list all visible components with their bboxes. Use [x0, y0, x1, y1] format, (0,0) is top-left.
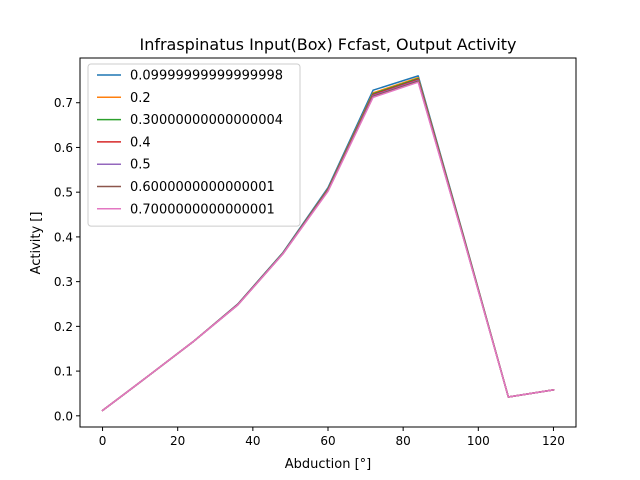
x-tick-label: 120 [542, 434, 565, 448]
y-tick-label: 0.0 [54, 409, 73, 423]
x-tick-label: 20 [170, 434, 185, 448]
y-axis-label: Activity [] [29, 212, 44, 275]
x-tick-label: 0 [99, 434, 107, 448]
chart-title: Infraspinatus Input(Box) Fcfast, Output … [139, 35, 516, 54]
y-tick-label: 0.2 [54, 320, 73, 334]
y-tick-label: 0.5 [54, 186, 73, 200]
legend-label-6: 0.6000000000000001 [130, 180, 275, 195]
y-tick-label: 0.6 [54, 141, 73, 155]
x-axis-label: Abduction [°] [285, 457, 371, 472]
x-axis-ticks: 0 20 40 60 80 100 120 [99, 427, 565, 448]
y-axis-ticks: 0.0 0.1 0.2 0.3 0.4 0.5 0.6 0.7 [54, 96, 80, 423]
legend-label-7: 0.7000000000000001 [130, 202, 275, 217]
legend-box [87, 63, 301, 227]
x-tick-label: 80 [396, 434, 411, 448]
legend-label-3: 0.30000000000000004 [130, 113, 283, 128]
legend-label-1: 0.09999999999999998 [130, 69, 283, 84]
y-tick-label: 0.4 [54, 230, 73, 244]
x-tick-label: 60 [320, 434, 335, 448]
series-layer [101, 75, 555, 412]
legend-label-5: 0.5 [130, 158, 151, 173]
x-tick-label: 100 [467, 434, 490, 448]
x-tick-label: 40 [245, 434, 260, 448]
y-tick-label: 0.1 [54, 365, 73, 379]
y-tick-label: 0.3 [54, 275, 73, 289]
series-line-7 [101, 81, 555, 412]
legend-label-4: 0.4 [130, 135, 151, 150]
legend-label-2: 0.2 [130, 91, 151, 106]
legend: 0.09999999999999998 0.2 0.3000000000000000… [87, 63, 301, 227]
y-tick-label: 0.7 [54, 96, 73, 110]
